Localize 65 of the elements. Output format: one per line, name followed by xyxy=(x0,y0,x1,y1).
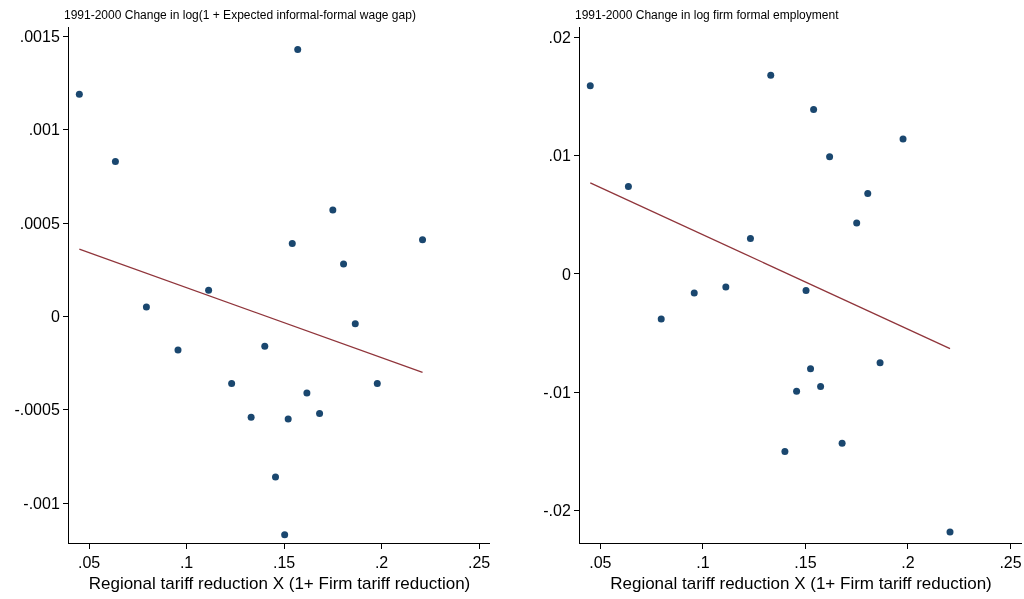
point xyxy=(75,90,83,98)
y-tick-label: -.01 xyxy=(543,383,571,401)
y-tick-label: -.02 xyxy=(543,502,571,520)
point xyxy=(899,135,907,143)
point xyxy=(261,342,269,350)
point xyxy=(864,190,872,198)
y-tick-label: 0 xyxy=(561,265,571,283)
y-tick-label: 0 xyxy=(50,307,60,325)
point xyxy=(802,287,810,295)
y-tick-label: .0005 xyxy=(19,214,60,232)
point xyxy=(174,346,182,354)
x-axis-title: Regional tariff reduction X (1+ Firm tariff reduction) xyxy=(610,573,992,593)
point xyxy=(793,387,801,395)
x-tick-label: .2 xyxy=(901,554,915,572)
point xyxy=(329,206,337,214)
y-tick-label: .01 xyxy=(548,147,571,165)
y-tick-label: .02 xyxy=(548,28,571,46)
x-tick-label: .1 xyxy=(696,554,710,572)
point xyxy=(946,528,954,536)
point xyxy=(746,234,754,242)
point xyxy=(657,315,665,323)
point xyxy=(722,283,730,291)
x-tick-label: .2 xyxy=(374,554,389,572)
point xyxy=(142,303,150,311)
y-tick-label: -.0005 xyxy=(14,401,60,419)
point xyxy=(826,153,834,161)
point xyxy=(586,82,594,90)
y-axis-title: 1991-2000 Change in log(1 + Expected informal-formal wage gap) xyxy=(64,8,416,22)
y-tick-label: .0015 xyxy=(19,27,60,45)
point xyxy=(281,531,289,539)
point xyxy=(767,71,775,79)
point xyxy=(228,380,236,388)
point xyxy=(111,157,119,165)
point xyxy=(316,409,324,417)
point xyxy=(838,439,846,447)
point xyxy=(247,413,255,421)
point xyxy=(817,382,825,390)
x-tick-label: .15 xyxy=(272,554,296,572)
point xyxy=(340,260,348,268)
x-tick-label: .05 xyxy=(77,554,101,572)
x-tick-label: .25 xyxy=(467,554,491,572)
x-tick-label: .1 xyxy=(179,554,194,572)
point xyxy=(284,415,292,423)
x-tick-label: .25 xyxy=(999,554,1022,572)
point xyxy=(807,365,815,373)
point xyxy=(624,182,632,190)
point xyxy=(781,448,789,456)
point xyxy=(853,219,861,227)
x-tick-label: .15 xyxy=(794,554,817,572)
point xyxy=(272,473,279,481)
point xyxy=(205,286,213,294)
point xyxy=(419,236,427,244)
point xyxy=(351,320,359,328)
y-tick-label: .001 xyxy=(28,121,60,139)
y-tick-label: -.001 xyxy=(23,494,60,512)
point xyxy=(876,359,884,367)
point xyxy=(810,105,818,113)
x-tick-label: .05 xyxy=(589,554,612,572)
point xyxy=(294,45,302,53)
point xyxy=(288,240,296,248)
y-axis-title: 1991-2000 Change in log firm formal employment xyxy=(575,8,840,22)
x-axis-title: Regional tariff reduction X (1+ Firm tariff reduction) xyxy=(88,573,471,593)
point xyxy=(690,289,698,297)
point xyxy=(373,380,381,388)
point xyxy=(303,389,311,397)
